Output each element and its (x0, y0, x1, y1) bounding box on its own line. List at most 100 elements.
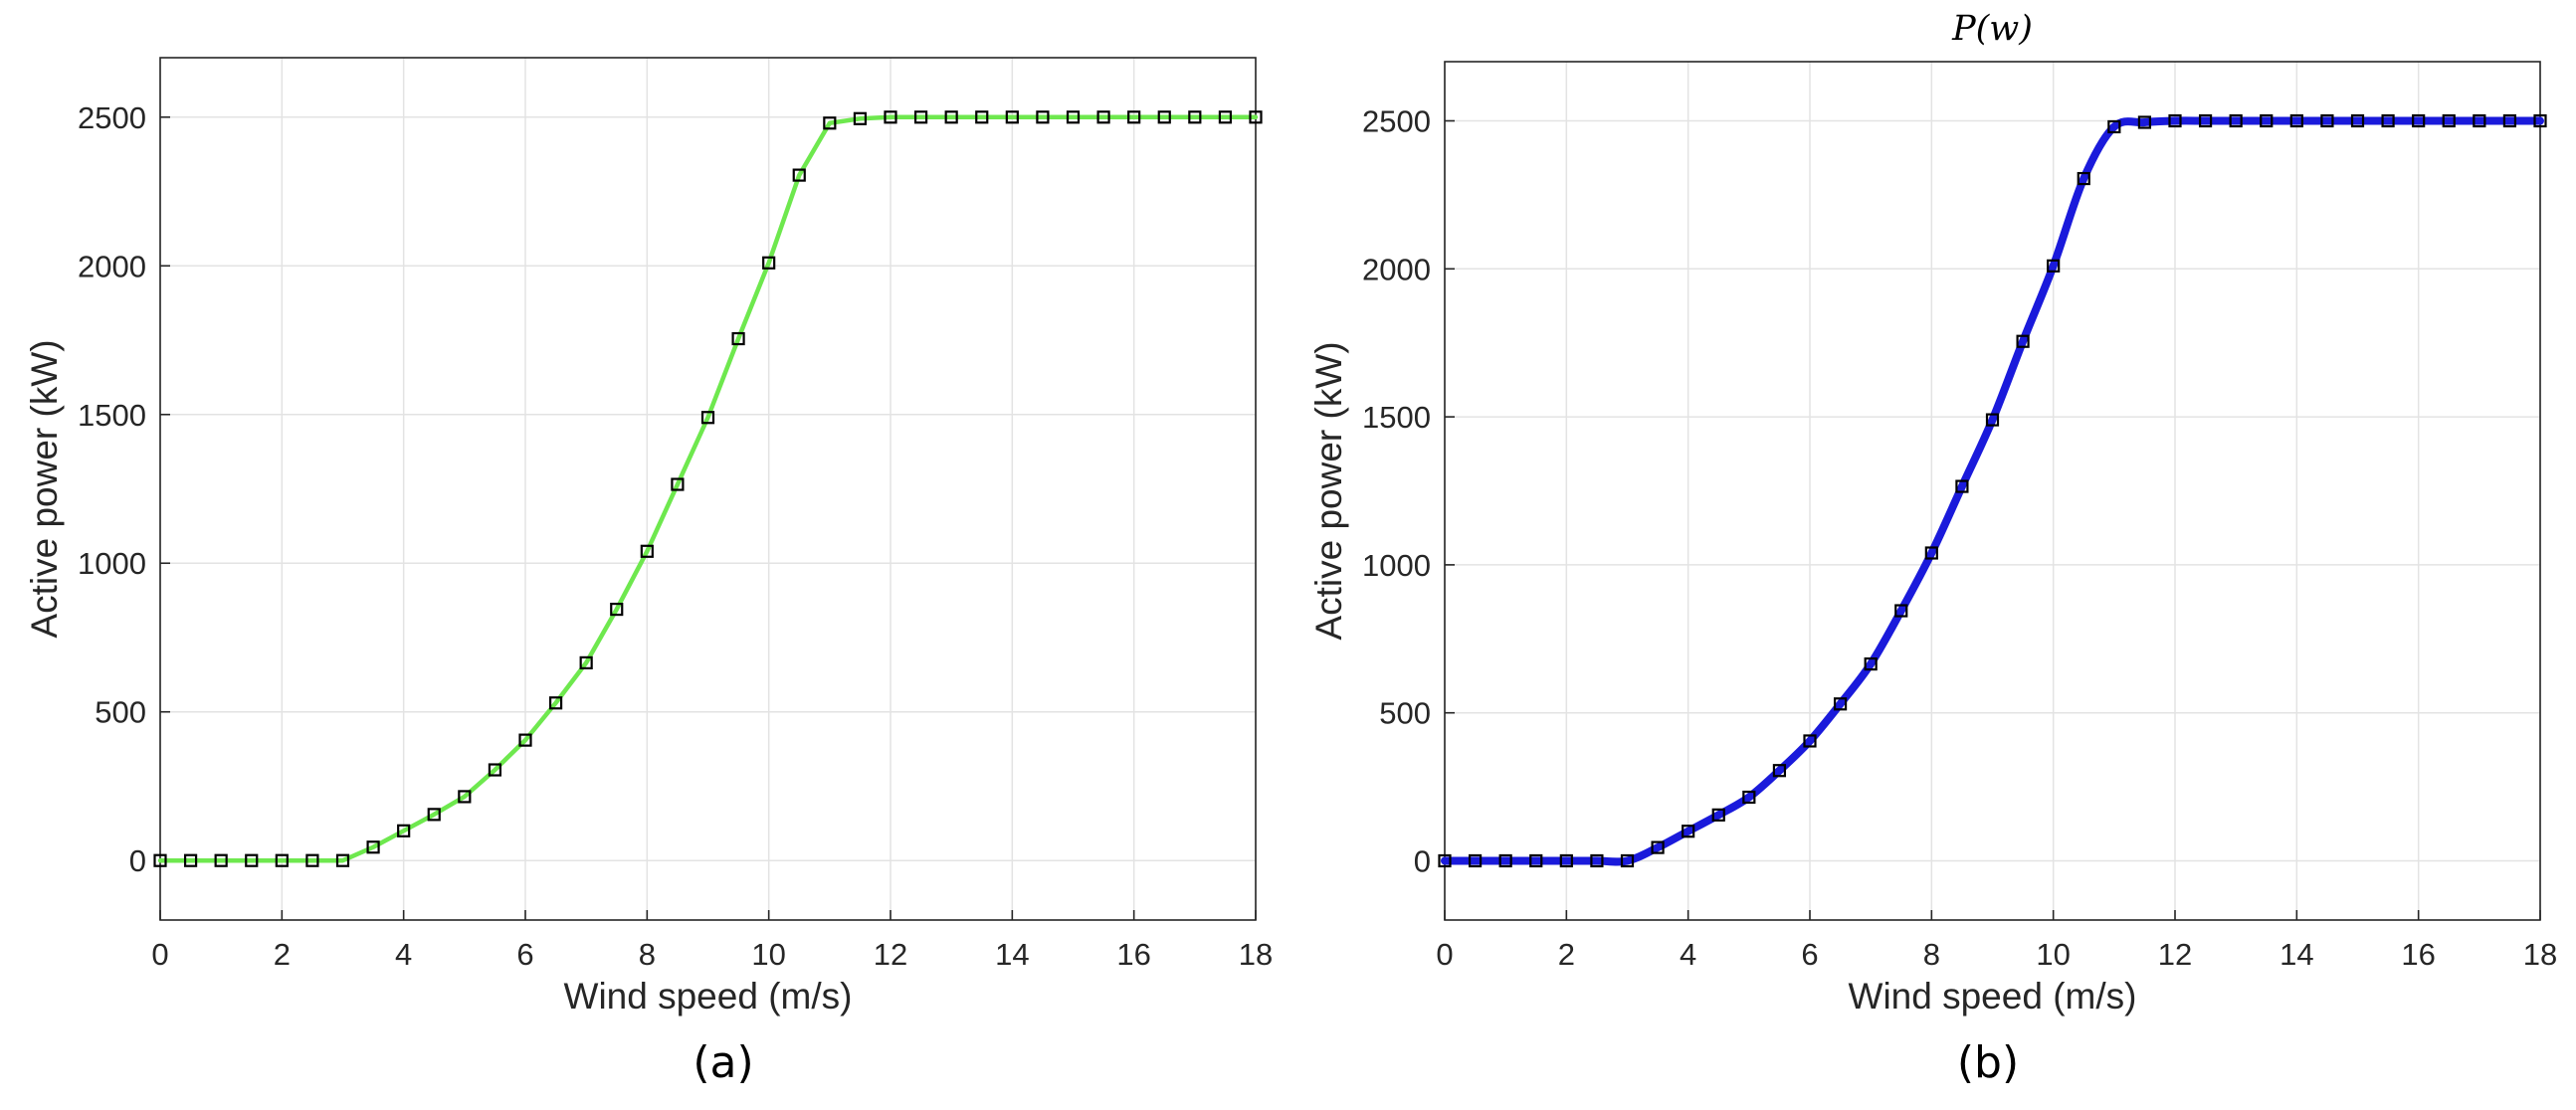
data-point-marker (1096, 110, 1110, 124)
x-axis-label: Wind speed (m/s) (1849, 976, 2137, 1017)
y-tick-label: 500 (1379, 696, 1431, 731)
data-point-marker (610, 602, 624, 617)
data-point-marker (2047, 259, 2061, 273)
data-point-marker (2016, 334, 2030, 348)
axes-box (159, 57, 1257, 921)
x-tick-label: 0 (151, 937, 168, 972)
data-point-marker (548, 696, 563, 710)
data-point-marker (2533, 113, 2547, 128)
panel-caption: (a) (693, 1037, 753, 1088)
data-point-marker (1894, 604, 1908, 618)
x-tick-label: 10 (2036, 937, 2070, 972)
data-point-marker (2442, 113, 2456, 128)
data-point-marker (1188, 110, 1202, 124)
panel-caption: (b) (1957, 1037, 2019, 1088)
data-point-marker (245, 853, 259, 867)
series-line (1441, 116, 2544, 866)
series-line (157, 114, 1259, 863)
chart-title: P(w) (1951, 9, 2033, 49)
data-point-marker (1742, 790, 1756, 805)
data-point-marker (762, 256, 776, 270)
data-point-marker (1005, 110, 1019, 124)
data-point-marker (427, 808, 441, 822)
data-point-marker (2107, 119, 2121, 134)
data-point-marker (2412, 113, 2426, 128)
data-point-marker (458, 790, 472, 804)
x-axis-label: Wind speed (m/s) (564, 976, 853, 1017)
x-tick-label: 12 (874, 937, 907, 972)
data-point-marker (1864, 656, 1878, 671)
plot-area (1445, 62, 2540, 920)
data-point-marker (1498, 853, 1512, 868)
x-tick-label: 8 (1923, 937, 1940, 972)
data-point-marker (366, 840, 380, 854)
data-point-marker (1590, 853, 1604, 868)
x-tick-label: 6 (1801, 937, 1818, 972)
data-point-marker (1803, 734, 1817, 748)
y-tick-label: 0 (1414, 843, 1431, 878)
data-point-marker (2320, 113, 2334, 128)
data-point-marker (1924, 546, 1938, 560)
data-point-marker (488, 763, 502, 777)
data-point-marker (913, 110, 928, 124)
x-tick-label: 2 (274, 937, 291, 972)
y-tick-label: 2000 (1362, 252, 1431, 286)
data-point-marker (1833, 697, 1848, 711)
data-point-marker (2473, 113, 2486, 128)
panel-b: 0 2 4 6 8 10 12 14 16 18 0 500 1000 1500 2000 2500 Wind … (1308, 9, 2557, 1088)
data-point-marker (2260, 113, 2274, 128)
data-point-marker (183, 853, 198, 867)
x-tick-label: 18 (1239, 937, 1273, 972)
data-point-marker (2381, 113, 2395, 128)
data-point-marker (1651, 840, 1665, 854)
data-point-marker (1955, 479, 1969, 493)
y-tick-label: 500 (95, 695, 146, 730)
data-point-marker (671, 477, 685, 491)
data-point-marker (153, 853, 167, 867)
y-tick-label: 1000 (1362, 548, 1431, 583)
x-tick-label: 12 (2158, 937, 2192, 972)
data-point-marker (1529, 853, 1543, 868)
data-point-marker (853, 111, 868, 125)
data-point-marker (1985, 413, 2000, 427)
data-point-marker (1036, 110, 1050, 124)
data-point-marker (214, 853, 228, 867)
data-point-marker (700, 411, 715, 425)
x-tick-label: 6 (516, 937, 533, 972)
data-point-marker (305, 853, 319, 867)
panel-a: 0 2 4 6 8 10 12 14 16 18 0 500 1000 1500 2000 2500 Wind … (24, 57, 1273, 1088)
data-point-marker (1157, 110, 1171, 124)
y-tick-label: 2500 (1362, 104, 1431, 139)
data-point-marker (1468, 853, 1483, 868)
data-point-marker (1559, 853, 1573, 868)
x-tick-label: 14 (2279, 937, 2313, 972)
axes-box (1444, 61, 2541, 921)
x-tick-label: 0 (1436, 937, 1453, 972)
data-point-marker (2137, 115, 2152, 129)
data-point-marker (335, 853, 350, 867)
data-point-marker (1620, 853, 1635, 868)
data-point-marker (1711, 808, 1725, 822)
y-tick-label: 2500 (78, 100, 146, 135)
data-point-marker (1127, 110, 1141, 124)
x-tick-label: 4 (395, 937, 412, 972)
data-point-marker (518, 733, 532, 747)
data-point-marker (579, 655, 593, 669)
y-tick-label: 0 (129, 843, 146, 878)
data-point-marker (1438, 853, 1452, 868)
x-tick-label: 2 (1558, 937, 1575, 972)
data-point-marker (2077, 171, 2090, 186)
y-axis-label: Active power (kW) (24, 339, 65, 638)
y-tick-label: 2000 (78, 249, 146, 283)
data-point-marker (2350, 113, 2365, 128)
x-tick-label: 18 (2523, 937, 2557, 972)
x-tick-label: 16 (1116, 937, 1150, 972)
data-point-marker (640, 544, 654, 558)
data-point-marker (975, 110, 989, 124)
x-tick-label: 14 (995, 937, 1029, 972)
data-point-marker (1218, 110, 1233, 124)
data-point-marker (2168, 113, 2182, 128)
y-axis-label: Active power (kW) (1308, 341, 1349, 640)
data-point-marker (397, 824, 411, 837)
